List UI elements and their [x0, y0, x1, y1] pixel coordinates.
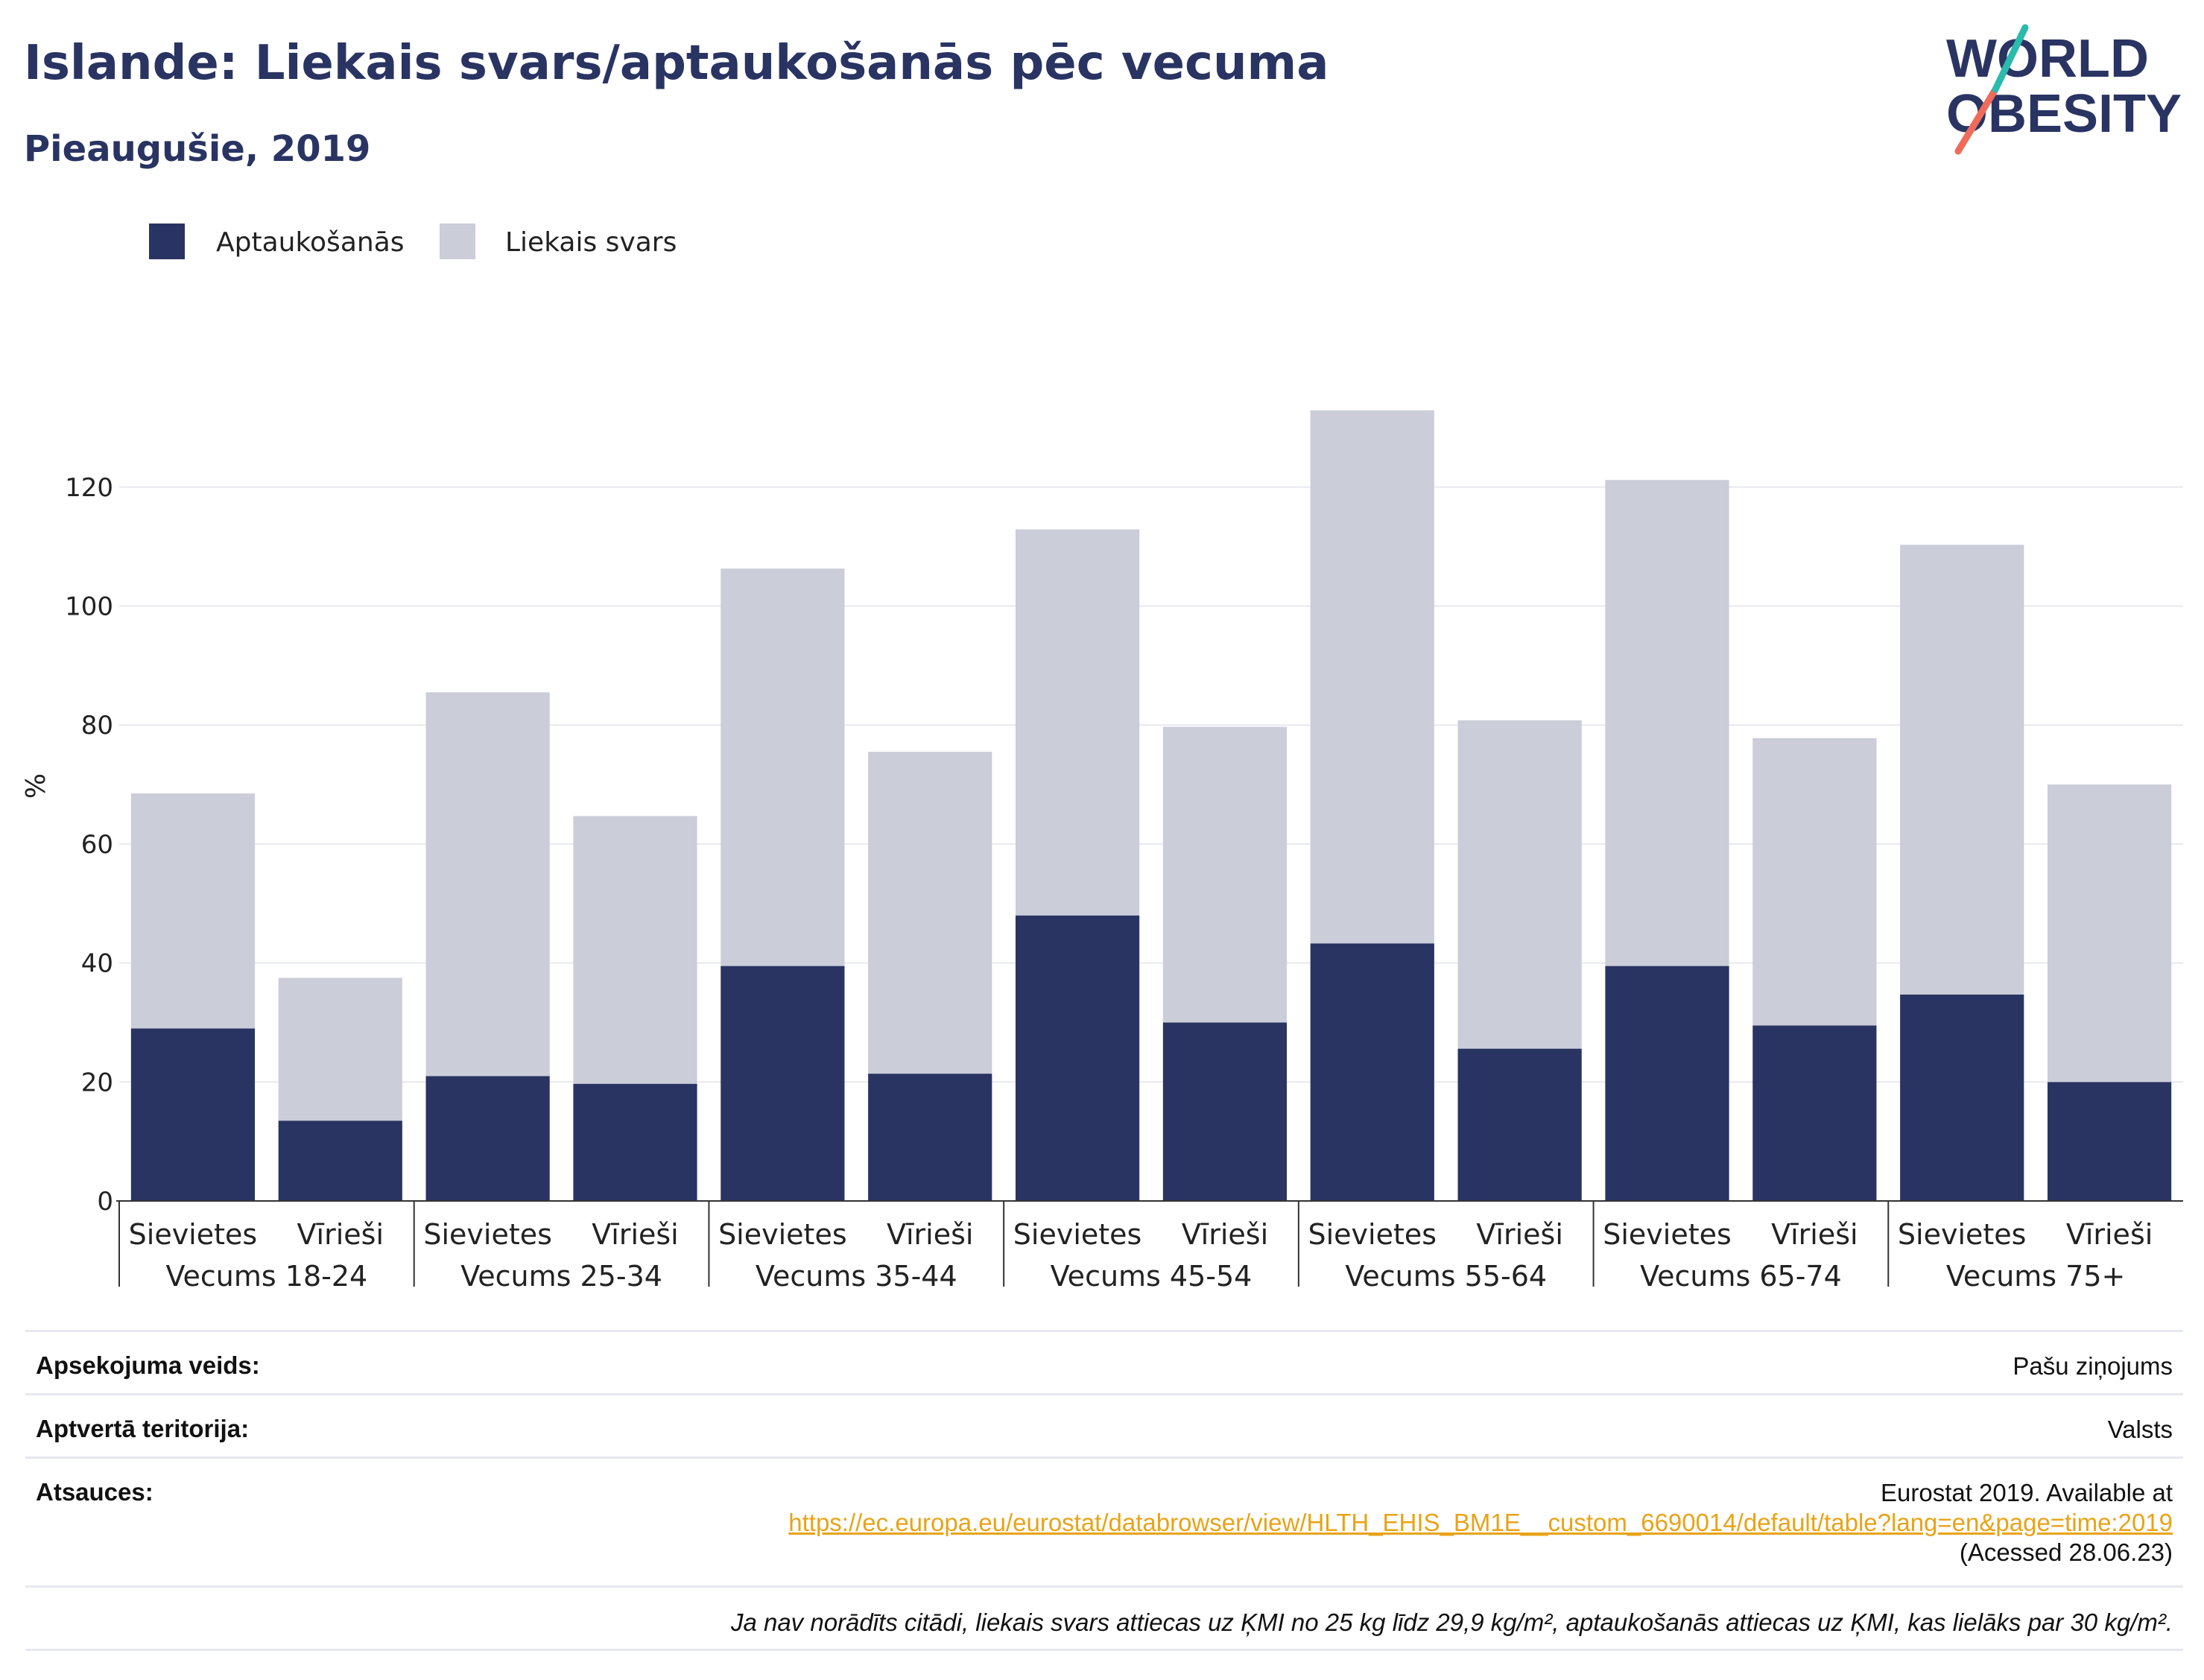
- x-subcategory-label: Sievietes: [1898, 1218, 2027, 1251]
- bar-overweight: [1900, 545, 2024, 995]
- world-obesity-logo: WORLD OBESITY: [1946, 24, 2182, 155]
- x-group-label: Vecums 75+: [1946, 1260, 2126, 1293]
- logo-line-2: OBESITY: [1946, 84, 2182, 144]
- chart-legend: Aptaukošanās Liekais svars: [149, 224, 677, 259]
- x-group-label: Vecums 35-44: [756, 1260, 957, 1293]
- bar-obesity: [278, 1120, 402, 1201]
- page-subtitle: Pieaugušie, 2019: [24, 128, 371, 170]
- logo-slash-teal: [1992, 24, 2029, 93]
- stacked-bar-chart: Aptaukošanās Liekais svars 0 20 40 60 80 100 1…: [21, 224, 2183, 1293]
- bar-obesity: [1015, 915, 1140, 1201]
- bars: [130, 410, 2172, 1201]
- x-group-label: Vecums 18-24: [165, 1260, 367, 1293]
- references-line-1: Eurostat 2019. Available at: [1880, 1479, 2173, 1506]
- references-line-3: (Acessed 28.06.23): [1959, 1538, 2173, 1566]
- x-group-label: Vecums 25-34: [460, 1260, 662, 1293]
- bar-obesity: [1752, 1025, 1877, 1201]
- x-subcategory-label: Sievietes: [1013, 1218, 1142, 1251]
- logo-line-1: WORLD: [1946, 29, 2149, 89]
- x-subcategory-label: Sievietes: [1308, 1218, 1437, 1251]
- x-subcategory-label: Sievietes: [423, 1218, 552, 1251]
- survey-value: Pašu ziņojums: [2013, 1352, 2173, 1380]
- meta-bottom-border: [25, 1649, 2183, 1651]
- x-subcategory-label: Vīrieši: [887, 1218, 973, 1251]
- bar-obesity: [2047, 1082, 2172, 1201]
- bar-obesity: [1457, 1048, 1582, 1201]
- meta-row-survey: Apsekojuma veids: Pašu ziņojums: [25, 1330, 2183, 1393]
- legend-swatch-overweight: [440, 224, 475, 259]
- bar-obesity: [721, 966, 845, 1201]
- definition-note: Ja nav norādīts citādi, liekais svars at…: [730, 1608, 2173, 1636]
- x-subcategory-label: Vīrieši: [1771, 1218, 1858, 1251]
- bar-obesity: [425, 1076, 550, 1201]
- page-title: Islande: Liekais svars/aptaukošanās pēc …: [24, 36, 1329, 91]
- bar-overweight: [868, 752, 992, 1074]
- meta-row-territory: Aptvertā teritorija: Valsts: [25, 1393, 2183, 1456]
- y-tick-label: 80: [81, 711, 113, 741]
- x-subcategory-label: Vīrieši: [1476, 1218, 1562, 1251]
- bar-overweight: [721, 568, 845, 966]
- meta-row-note: Ja nav norādīts citādi, liekais svars at…: [25, 1585, 2183, 1649]
- y-tick-label: 20: [81, 1068, 113, 1097]
- legend-label-obesity: Aptaukošanās: [216, 227, 405, 258]
- bar-obesity: [1605, 966, 1729, 1201]
- axes: Sievietes Vīrieši Vecums 18-24 Sievietes Vīr…: [116, 1200, 2183, 1293]
- legend-label-overweight: Liekais svars: [505, 227, 677, 258]
- references-label: Atsauces:: [36, 1478, 153, 1506]
- territory-label: Aptvertā teritorija:: [36, 1415, 250, 1442]
- metadata-table: Apsekojuma veids: Pašu ziņojums Aptvertā…: [25, 1330, 2183, 1651]
- x-subcategory-label: Sievietes: [1603, 1218, 1732, 1251]
- references-value: Eurostat 2019. Available at https://ec.e…: [25, 1459, 2183, 1568]
- bar-overweight: [425, 692, 550, 1077]
- y-tick-label: 0: [97, 1187, 113, 1217]
- bar-overweight: [130, 793, 256, 1029]
- x-subcategory-label: Vīrieši: [297, 1218, 384, 1251]
- territory-value: Valsts: [2107, 1416, 2173, 1443]
- x-subcategory-label: Sievietes: [129, 1218, 258, 1251]
- x-group-label: Vecums 65-74: [1640, 1260, 1842, 1293]
- bar-overweight: [1162, 726, 1288, 1023]
- y-tick-label: 60: [81, 830, 113, 860]
- bar-overweight: [1752, 738, 1877, 1026]
- x-group-label: Vecums 55-64: [1345, 1260, 1547, 1293]
- x-subcategory-label: Vīrieši: [592, 1218, 678, 1251]
- bar-obesity: [1900, 994, 2024, 1201]
- bar-overweight: [1015, 529, 1140, 916]
- bar-obesity: [573, 1083, 697, 1201]
- x-subcategory-label: Vīrieši: [1182, 1218, 1268, 1251]
- logo-slash-red: [1954, 86, 1999, 155]
- bar-obesity: [130, 1028, 256, 1201]
- y-tick-label: 120: [65, 473, 113, 503]
- y-tick-label: 40: [81, 949, 113, 979]
- survey-label: Apsekojuma veids:: [36, 1351, 260, 1379]
- bar-obesity: [868, 1074, 992, 1201]
- meta-row-references: Atsauces: Eurostat 2019. Available at ht…: [25, 1456, 2183, 1585]
- bar-overweight: [573, 816, 697, 1084]
- x-subcategory-label: Sievietes: [718, 1218, 847, 1251]
- bar-overweight: [1457, 720, 1582, 1049]
- bar-overweight: [1605, 480, 1729, 966]
- y-axis-label: %: [21, 773, 51, 799]
- x-subcategory-label: Vīrieši: [2066, 1218, 2153, 1251]
- bar-overweight: [278, 977, 402, 1121]
- bar-obesity: [1162, 1022, 1288, 1201]
- references-link[interactable]: https://ec.europa.eu/eurostat/databrowse…: [788, 1509, 2173, 1536]
- bar-obesity: [1310, 943, 1434, 1201]
- x-group-label: Vecums 45-54: [1051, 1260, 1253, 1293]
- bar-overweight: [2047, 784, 2172, 1083]
- legend-swatch-obesity: [149, 224, 185, 259]
- bar-overweight: [1310, 410, 1434, 944]
- y-tick-label: 100: [65, 592, 113, 622]
